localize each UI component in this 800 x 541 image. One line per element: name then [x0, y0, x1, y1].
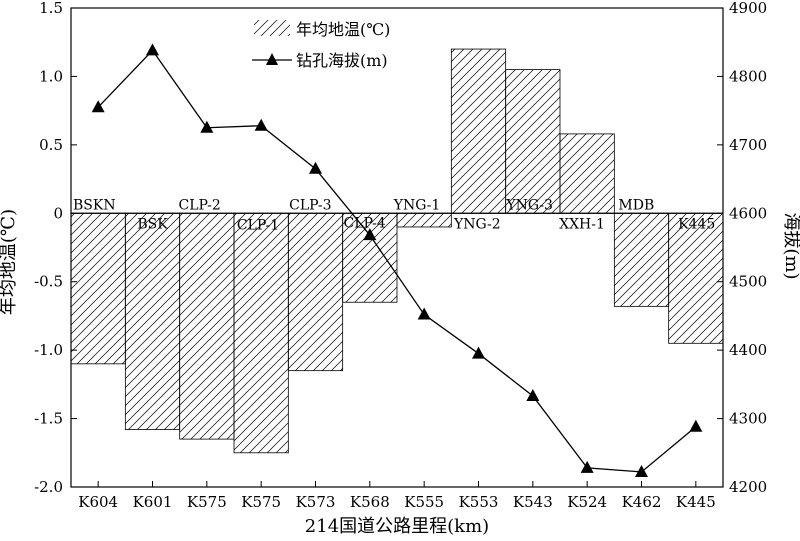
plot-frame	[70, 7, 724, 488]
station-label: CLP-2	[179, 197, 221, 213]
station-labels: BSKN BSK CLP-2 CLP-1 CLP-3 CLP-4 YNG-1 YNG-2YNG…	[73, 197, 715, 233]
elevation-point	[526, 388, 540, 401]
legend-line-label: 钻孔海拔(m)	[296, 51, 388, 70]
elevation-polyline	[97, 49, 697, 473]
right-tick-label: 4400	[729, 341, 767, 359]
temperature-bar	[668, 212, 724, 344]
station-label: BSKN	[73, 197, 116, 213]
right-tick-label: 4800	[729, 67, 767, 85]
x-tick-label: K604	[78, 493, 118, 511]
elevation-point	[254, 118, 268, 131]
left-tick-label: -1.0	[34, 341, 63, 359]
x-tick-label: K575	[187, 493, 227, 511]
temperature-bar	[613, 212, 670, 307]
temperature-bar	[124, 212, 181, 430]
station-label: YNG-2	[453, 216, 501, 232]
elevation-point	[417, 307, 431, 320]
x-tick-label: K555	[404, 493, 444, 511]
station-label: CLP-1	[237, 217, 279, 233]
x-tick-label: K575	[241, 493, 281, 511]
station-label: YNG-3	[505, 197, 553, 213]
elevation-point	[146, 43, 159, 56]
x-axis-label: 214国道公路里程(km)	[305, 516, 489, 537]
x-tick-label: K524	[567, 493, 607, 511]
left-tick-label: 1.5	[39, 0, 63, 17]
legend-triangle-icon	[266, 53, 278, 65]
elevation-point	[689, 419, 703, 432]
x-tick-label: K462	[622, 493, 662, 511]
station-label: YNG-1	[393, 197, 441, 213]
legend: 年均地温(℃) 钻孔海拔(m)	[252, 20, 390, 70]
elevation-point	[200, 120, 214, 133]
right-tick-label: 4700	[729, 136, 767, 154]
station-label: BSK	[137, 216, 168, 232]
elevation-point	[309, 161, 322, 174]
left-tick-label: 0	[53, 204, 63, 222]
temperature-bar	[396, 212, 452, 228]
temperature-bar	[450, 48, 507, 214]
station-label: MDB	[618, 197, 654, 213]
temperature-bars	[70, 48, 724, 454]
x-tick-label: K601	[133, 493, 173, 511]
temperature-bar	[70, 212, 126, 365]
x-tick-label: K568	[350, 493, 390, 511]
right-axis-ticks: 4200 4300 4400 4500 4600 4700 4800 4900	[717, 0, 767, 496]
temperature-bar	[505, 69, 561, 214]
legend-bar-swatch	[254, 20, 290, 36]
right-tick-label: 4300	[729, 410, 767, 428]
temperature-bar	[179, 212, 235, 440]
left-tick-label: -0.5	[34, 273, 63, 291]
x-tick-label: K573	[296, 493, 336, 511]
left-tick-label: 0.5	[39, 136, 63, 154]
right-axis-label: 海拔(m)	[781, 212, 800, 279]
left-tick-label: 1.0	[39, 67, 63, 85]
temperature-bar	[287, 212, 344, 372]
left-axis-label: 年均地温(℃)	[0, 209, 19, 315]
temperature-bar	[233, 212, 289, 454]
right-tick-label: 4500	[729, 273, 767, 291]
elevation-point	[580, 460, 594, 473]
x-tick-label: K445	[676, 493, 716, 511]
x-axis-ticks: K604 K601 K575 K575 K573 K568 K555 K553 K543 K524…	[78, 481, 716, 511]
right-tick-label: 4600	[729, 204, 767, 222]
left-tick-label: -1.5	[34, 410, 63, 428]
elevation-line	[91, 43, 703, 477]
elevation-point	[363, 228, 377, 241]
temperature-bar	[342, 212, 398, 303]
right-tick-label: 4900	[729, 0, 767, 17]
elevation-point	[472, 346, 485, 359]
x-tick-label: K543	[513, 493, 553, 511]
right-tick-label: 4200	[729, 478, 767, 496]
station-label: K445	[678, 216, 715, 232]
left-axis-ticks: -2.0 -1.5 -1.0 -0.5 0 0.5 1.0 1.5	[34, 0, 77, 496]
x-tick-label: K553	[459, 493, 499, 511]
temperature-bar	[559, 133, 615, 214]
elevation-point	[635, 464, 648, 477]
station-label: CLP-3	[289, 197, 331, 213]
left-tick-label: -2.0	[34, 478, 63, 496]
legend-bar-label: 年均地温(℃)	[296, 20, 390, 39]
station-label: XXH-1	[559, 216, 605, 232]
elevation-point	[91, 100, 105, 113]
station-label: CLP-4	[344, 215, 386, 231]
